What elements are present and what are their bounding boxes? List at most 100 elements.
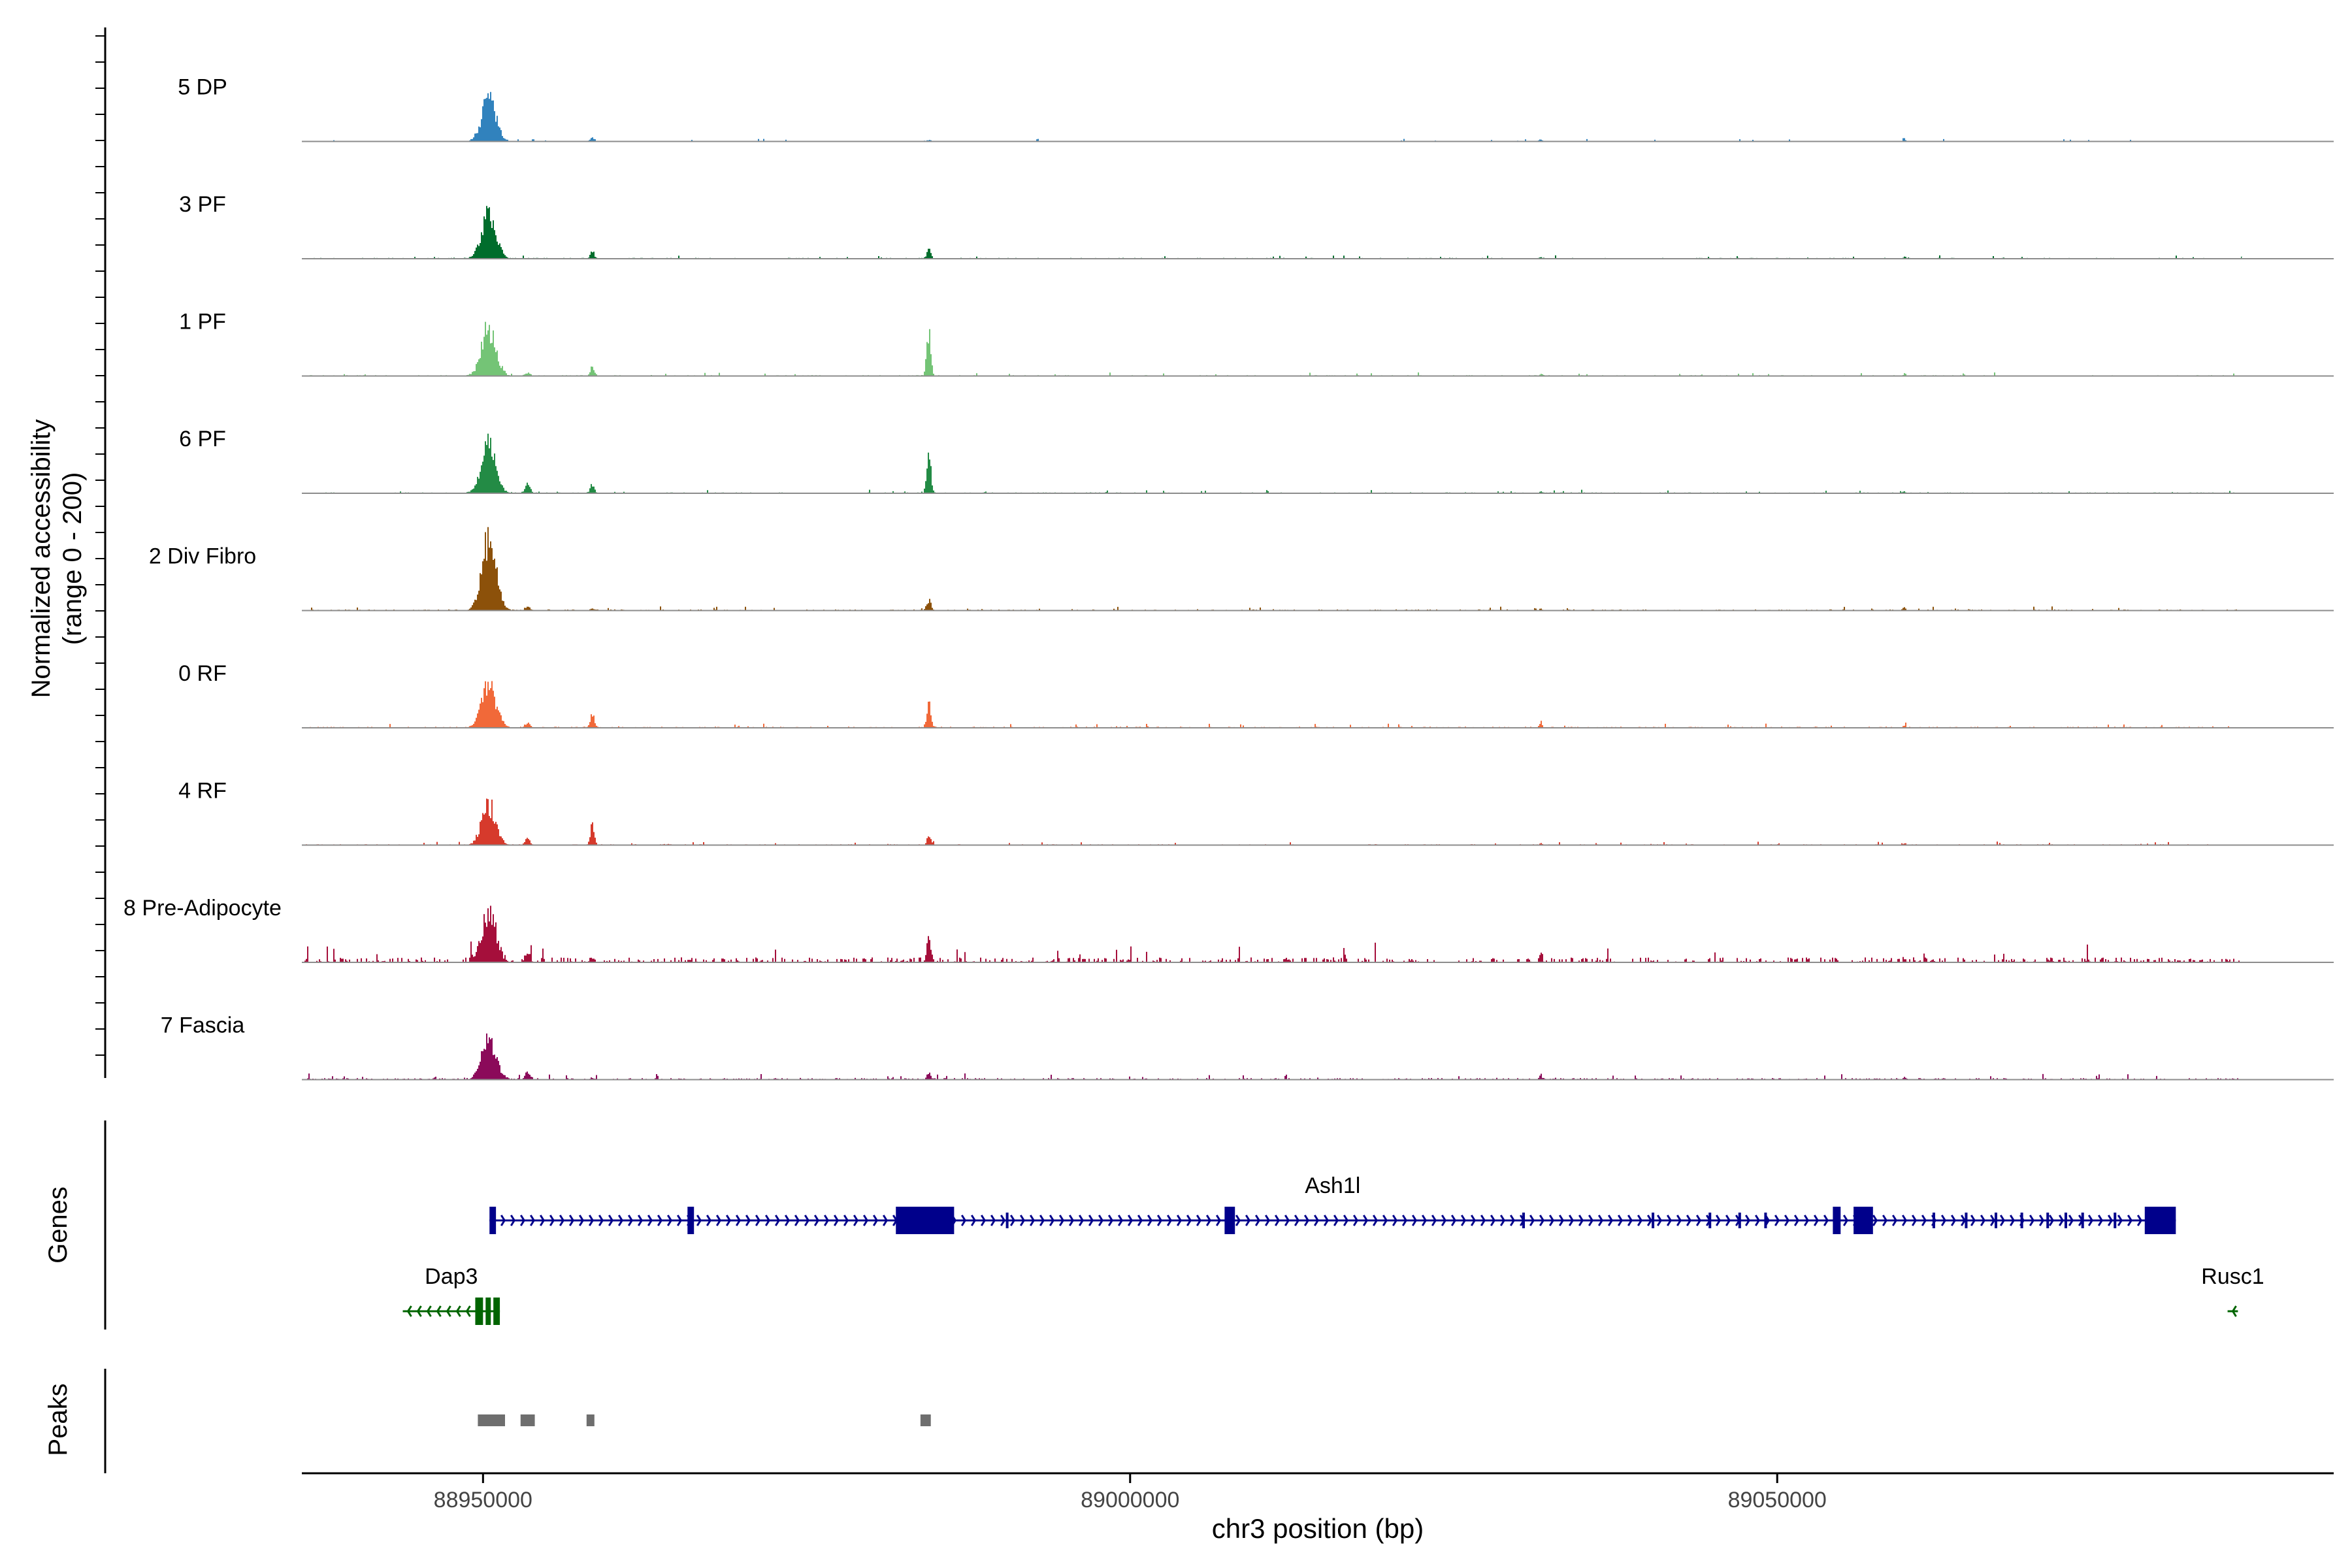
strand-arrow [1264,1215,1270,1226]
strand-arrow [745,1215,751,1226]
coverage-area [302,206,2242,259]
strand-arrow [1666,1215,1672,1226]
strand-arrow [549,1215,555,1226]
strand-arrow [519,1215,525,1226]
exon [2144,1207,2176,1234]
strand-arrow [2058,1215,2064,1226]
strand-arrow [715,1215,721,1226]
strand-arrow [657,1215,662,1226]
strand-arrow [446,1305,451,1317]
strand-arrow [755,1215,760,1226]
strand-arrow [853,1215,858,1226]
strand-arrow [823,1215,829,1226]
exon [2081,1213,2084,1228]
strand-arrow [1960,1215,1966,1226]
y-axis-title-line2: (range 0 - 200) [58,472,87,645]
strand-arrow [1637,1215,1642,1226]
strand-arrow [1127,1215,1133,1226]
exon [1854,1207,1873,1234]
strand-arrow [1891,1215,1897,1226]
exon [1652,1213,1655,1228]
strand-arrow [1999,1215,2005,1226]
strand-arrow [1352,1215,1358,1226]
strand-arrow [735,1215,741,1226]
gene-dap3: Dap3 [402,1264,500,1325]
strand-arrow [1284,1215,1290,1226]
strand-arrow [465,1305,471,1317]
exon [475,1298,483,1325]
coverage-area [302,527,2242,611]
exon [493,1298,500,1325]
exon [1522,1213,1525,1228]
strand-arrow [436,1305,442,1317]
exon [1932,1213,1935,1228]
strand-arrow [1137,1215,1143,1226]
strand-arrow [529,1215,535,1226]
coverage-area [302,798,2242,845]
strand-arrow [706,1215,711,1226]
track-4-rf: 4 RF [178,779,2334,846]
strand-arrow [2117,1215,2123,1226]
strand-arrow [1470,1215,1476,1226]
strand-arrow [1744,1215,1750,1226]
strand-arrow [1294,1215,1299,1226]
strand-arrow [960,1215,966,1226]
strand-arrow [1568,1215,1574,1226]
strand-arrow [2127,1215,2132,1226]
peak-region [520,1414,535,1426]
track-label: 6 PF [179,427,226,451]
coverage-area [302,433,2242,493]
strand-arrow [1186,1215,1192,1226]
strand-arrow [2231,1305,2237,1317]
exon [485,1298,491,1325]
strand-arrow [1970,1215,1976,1226]
exon [2064,1213,2067,1228]
exon [1005,1213,1009,1228]
gene-rusc1: Rusc1 [2201,1264,2264,1317]
track-1-pf: 1 PF [179,310,2334,377]
track-label: 2 Div Fibro [149,544,256,569]
strand-arrow [1362,1215,1368,1226]
strand-arrow [1686,1215,1691,1226]
strand-arrow [1578,1215,1584,1226]
strand-arrow [1646,1215,1652,1226]
strand-arrow [1441,1215,1446,1226]
strand-arrow [608,1215,613,1226]
strand-arrow [1911,1215,1917,1226]
strand-arrow [1078,1215,1084,1226]
track-label: 1 PF [179,310,226,335]
strand-arrow [980,1215,986,1226]
strand-arrow [804,1215,809,1226]
strand-arrow [1480,1215,1486,1226]
strand-arrow [2038,1215,2044,1226]
gene-annotation-panel: Ash1l Dap3 Rusc1 [402,1173,2264,1325]
strand-arrow [1000,1215,1005,1226]
peak-region [920,1414,931,1426]
strand-arrow [1921,1215,1927,1226]
track-2-div-fibro: 2 Div Fibro [149,527,2334,612]
strand-arrow [1254,1215,1260,1226]
exon [896,1207,955,1234]
strand-arrow [1215,1215,1221,1226]
strand-arrow [725,1215,731,1226]
strand-arrow [764,1215,770,1226]
strand-arrow [882,1215,888,1226]
strand-arrow [1372,1215,1378,1226]
strand-arrow [1460,1215,1466,1226]
gene-label: Ash1l [1305,1173,1360,1198]
exon [1995,1213,1998,1228]
strand-arrow [1235,1215,1241,1226]
strand-arrow [1245,1215,1250,1226]
strand-arrow [2029,1215,2034,1226]
coverage-area [302,1033,2242,1080]
strand-arrow [500,1215,506,1226]
strand-arrow [1872,1215,1878,1226]
strand-arrow [1117,1215,1123,1226]
strand-arrow [1166,1215,1172,1226]
coverage-tracks: 5 DP 3 PF 1 PF 6 PF 2 Div Fibro 0 RF 4 RF 8 Pre… [123,75,2334,1081]
strand-arrow [539,1215,545,1226]
strand-arrow [1803,1215,1809,1226]
track-label: 8 Pre-Adipocyte [123,896,282,921]
strand-arrow [1499,1215,1505,1226]
strand-arrow [416,1305,422,1317]
